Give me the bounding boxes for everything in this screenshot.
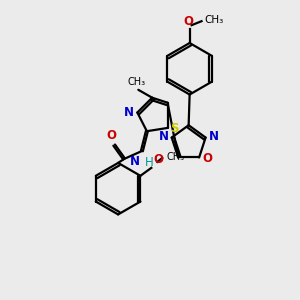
Text: CH₃: CH₃ xyxy=(205,15,224,25)
Text: N: N xyxy=(208,130,219,143)
Text: O: O xyxy=(106,129,116,142)
Text: H: H xyxy=(145,156,154,169)
Text: CH₃: CH₃ xyxy=(166,152,184,162)
Text: O: O xyxy=(184,15,194,28)
Text: N: N xyxy=(124,106,134,119)
Text: S: S xyxy=(170,122,179,135)
Text: N: N xyxy=(130,155,140,168)
Text: N: N xyxy=(159,130,169,143)
Text: CH₃: CH₃ xyxy=(127,77,146,87)
Text: O: O xyxy=(153,153,163,166)
Text: O: O xyxy=(202,152,212,165)
